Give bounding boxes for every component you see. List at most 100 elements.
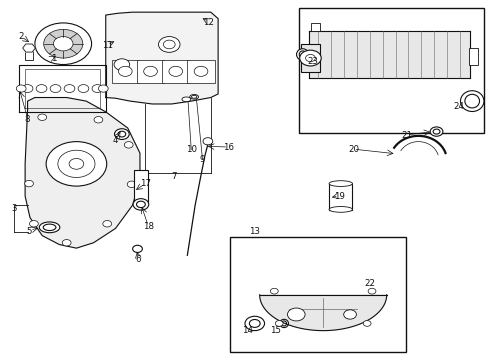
Polygon shape (309, 31, 470, 78)
Circle shape (163, 40, 175, 49)
Circle shape (36, 85, 47, 93)
Circle shape (46, 141, 107, 186)
Bar (137, 60, 164, 83)
Circle shape (343, 310, 356, 319)
Ellipse shape (282, 321, 287, 326)
Text: 17: 17 (140, 179, 151, 188)
Circle shape (306, 54, 316, 62)
Circle shape (94, 117, 103, 123)
Circle shape (270, 288, 278, 294)
Circle shape (114, 59, 130, 70)
Bar (230, 237, 406, 352)
Text: 13: 13 (249, 228, 260, 237)
Bar (469, 48, 478, 65)
Bar (162, 60, 190, 83)
Ellipse shape (43, 224, 56, 230)
Circle shape (44, 30, 83, 58)
Bar (311, 23, 320, 31)
Circle shape (430, 127, 443, 136)
Text: 4: 4 (113, 136, 118, 145)
Text: 18: 18 (143, 222, 154, 231)
Ellipse shape (296, 49, 309, 60)
Circle shape (53, 37, 73, 51)
Circle shape (127, 181, 136, 188)
Circle shape (249, 319, 260, 327)
Circle shape (98, 85, 108, 92)
Circle shape (24, 180, 33, 187)
Circle shape (203, 138, 213, 145)
Ellipse shape (190, 94, 198, 99)
Circle shape (92, 85, 103, 93)
Circle shape (35, 23, 92, 64)
Text: 11: 11 (102, 41, 113, 50)
Text: 8: 8 (25, 114, 30, 123)
Circle shape (103, 221, 112, 227)
Bar (299, 8, 485, 134)
Circle shape (133, 199, 149, 210)
Bar (112, 60, 139, 83)
Text: 1: 1 (50, 54, 56, 63)
Circle shape (275, 320, 283, 326)
Circle shape (433, 129, 440, 134)
Circle shape (288, 308, 305, 321)
Circle shape (22, 85, 33, 93)
Circle shape (144, 66, 157, 76)
Text: 9: 9 (200, 155, 205, 164)
Text: 19: 19 (334, 192, 345, 201)
Circle shape (368, 288, 376, 294)
Ellipse shape (182, 97, 191, 102)
Circle shape (64, 85, 75, 93)
Text: 10: 10 (186, 145, 197, 154)
Circle shape (159, 37, 180, 52)
Circle shape (245, 316, 265, 330)
Circle shape (29, 221, 38, 227)
Ellipse shape (329, 207, 352, 212)
Circle shape (119, 66, 132, 76)
Circle shape (115, 129, 129, 139)
Circle shape (78, 85, 89, 93)
Bar (187, 60, 215, 83)
Circle shape (124, 141, 133, 148)
Bar (329, 184, 352, 211)
Ellipse shape (329, 181, 352, 186)
Ellipse shape (465, 94, 480, 108)
Text: 2: 2 (19, 32, 24, 41)
Ellipse shape (280, 319, 289, 328)
Bar (134, 170, 148, 202)
Text: 3: 3 (12, 204, 17, 213)
Text: 14: 14 (243, 326, 253, 335)
Ellipse shape (461, 91, 484, 112)
Polygon shape (25, 98, 140, 248)
Circle shape (133, 245, 143, 252)
Circle shape (50, 85, 61, 93)
Ellipse shape (192, 95, 197, 98)
Text: 22: 22 (364, 279, 375, 288)
Circle shape (62, 239, 71, 246)
Circle shape (58, 150, 95, 177)
Ellipse shape (39, 222, 60, 233)
Circle shape (137, 201, 146, 208)
Bar (25, 48, 33, 60)
Text: 20: 20 (348, 145, 359, 154)
Circle shape (16, 85, 26, 92)
Circle shape (169, 66, 183, 76)
Text: 5: 5 (26, 228, 32, 237)
Bar (301, 44, 320, 72)
Text: 23: 23 (307, 57, 318, 66)
Circle shape (118, 131, 126, 137)
Polygon shape (260, 295, 387, 330)
Circle shape (38, 114, 47, 121)
Polygon shape (23, 44, 35, 52)
Text: 15: 15 (270, 326, 281, 335)
Text: 12: 12 (203, 18, 214, 27)
Text: 16: 16 (223, 143, 234, 152)
Circle shape (363, 320, 371, 326)
Polygon shape (106, 12, 218, 104)
Text: 21: 21 (402, 131, 413, 140)
Circle shape (194, 66, 208, 76)
Ellipse shape (299, 51, 306, 58)
Text: 6: 6 (136, 255, 141, 264)
Text: 7: 7 (172, 172, 177, 181)
Circle shape (300, 50, 321, 66)
Text: 24: 24 (454, 102, 465, 111)
